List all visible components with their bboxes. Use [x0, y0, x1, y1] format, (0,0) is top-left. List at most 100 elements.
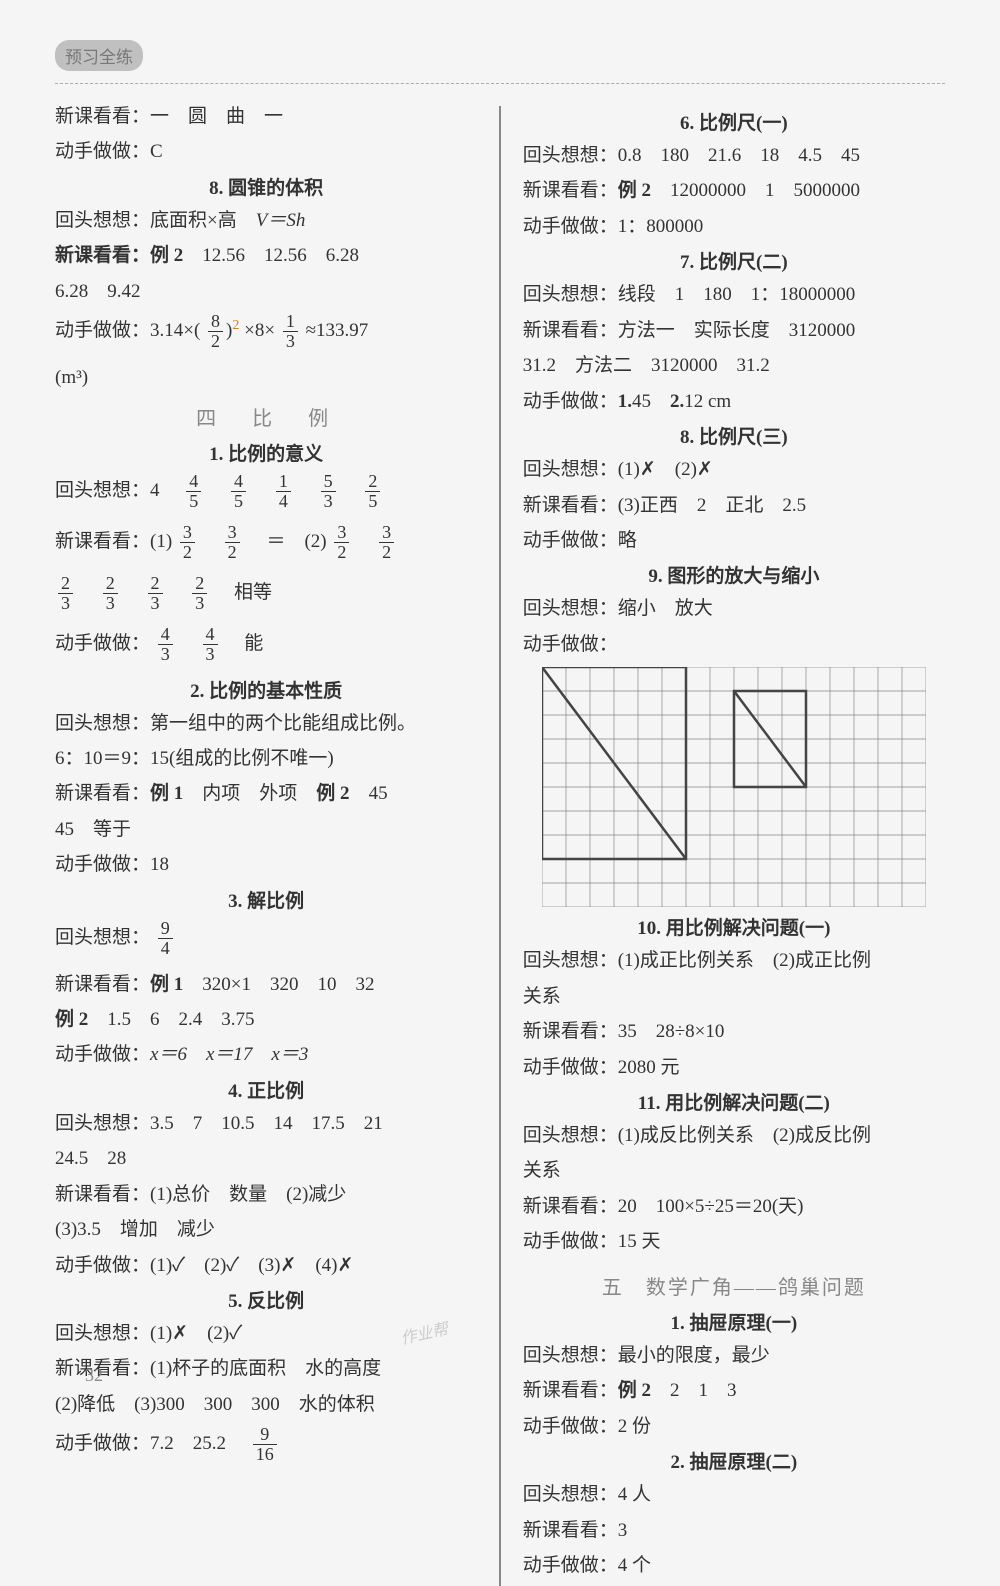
formula-line: 回头想想： 94 — [55, 919, 477, 958]
text-line: 新课看看：(1)杯子的底面积 水的高度 — [55, 1354, 477, 1383]
text-line: 动手做做： — [523, 630, 945, 659]
text: 动手做做：7.2 25.2 — [55, 1433, 245, 1454]
content-columns: 新课看看：一 圆 曲 一 动手做做：C 8. 圆锥的体积 回头想想：底面积×高 … — [55, 102, 945, 1586]
text: ×8× — [244, 320, 275, 341]
text-line: 动手做做：1：800000 — [523, 212, 945, 241]
fraction: 94 — [158, 919, 173, 958]
text-line: 动手做做：略 — [523, 526, 945, 555]
fraction: 14 — [276, 472, 291, 511]
formula-line: 动手做做：3.14×( 82)2 ×8× 13 ≈133.97 — [55, 312, 477, 351]
text-line: 新课看看：例 2 12000000 1 5000000 — [523, 176, 945, 205]
chapter-heading: 四 比 例 — [55, 402, 477, 431]
fraction: 32 — [379, 523, 394, 562]
formula-line: 新课看看：(1) 32 32 ＝ (2) 32 32 — [55, 523, 477, 562]
text-line: 回头想想：(1)成反比例关系 (2)成反比例 — [523, 1121, 945, 1150]
text-line: 6.28 9.42 — [55, 277, 477, 306]
text-line: 24.5 28 — [55, 1144, 477, 1173]
text-line: 动手做做：2 份 — [523, 1412, 945, 1441]
section-heading: 3. 解比例 — [55, 886, 477, 913]
text-line: 回头想想：线段 1 180 1：18000000 — [523, 280, 945, 309]
text: ≈133.97 — [306, 320, 369, 341]
right-column: 6. 比例尺(一) 回头想想：0.8 180 21.6 18 4.5 45 新课… — [523, 102, 945, 1586]
text-line: 新课看看：3 — [523, 1516, 945, 1545]
fraction: 43 — [158, 625, 173, 664]
fraction: 23 — [58, 574, 73, 613]
text-line: 关系 — [523, 1156, 945, 1185]
text-line: 回头想想：底面积×高 V＝Sh — [55, 206, 477, 235]
text: 回头想想：4 — [55, 480, 160, 501]
text: 回头想想：底面积×高 — [55, 210, 256, 231]
text: 回头想想： — [55, 926, 150, 947]
section-heading: 8. 比例尺(三) — [523, 422, 945, 449]
fraction: 82 — [208, 312, 223, 351]
text-line: 动手做做：x＝6 x＝17 x＝3 — [55, 1040, 477, 1069]
formula-line: 动手做做：7.2 25.2 916 — [55, 1425, 477, 1464]
text-line: 回头想想：3.5 7 10.5 14 17.5 21 — [55, 1109, 477, 1138]
section-heading: 1. 抽屉原理(一) — [523, 1308, 945, 1335]
text-line: (m³) — [55, 363, 477, 392]
text-line: 动手做做：2080 元 — [523, 1053, 945, 1082]
formula: V＝Sh — [256, 210, 306, 231]
text: 动手做做： — [55, 633, 150, 654]
text: 能 — [225, 633, 263, 654]
fraction: 43 — [203, 625, 218, 664]
fraction: 916 — [253, 1425, 277, 1464]
header-divider — [55, 83, 945, 84]
fraction: 53 — [321, 472, 336, 511]
section-heading: 6. 比例尺(一) — [523, 108, 945, 135]
text-line: 关系 — [523, 982, 945, 1011]
fraction: 23 — [148, 574, 163, 613]
text-line: 新课看看：例 1 320×1 320 10 32 — [55, 970, 477, 999]
text-line: 新课看看：35 28÷8×10 — [523, 1017, 945, 1046]
fraction: 32 — [225, 523, 240, 562]
text-line: 回头想想：0.8 180 21.6 18 4.5 45 — [523, 141, 945, 170]
text-line: 回头想想：(1)成正比例关系 (2)成正比例 — [523, 946, 945, 975]
text-line: (2)降低 (3)300 300 300 水的体积 — [55, 1390, 477, 1419]
text-line: 回头想想：最小的限度，最少 — [523, 1341, 945, 1370]
formula: x＝6 x＝17 x＝3 — [150, 1044, 308, 1065]
text-line: 回头想想：4 人 — [523, 1480, 945, 1509]
text-line: 新课看看：(1)总价 数量 (2)减少 — [55, 1180, 477, 1209]
text-line: 新课看看：例 2 12.56 12.56 6.28 — [55, 241, 477, 270]
section-heading: 11. 用比例解决问题(二) — [523, 1088, 945, 1115]
formula-line: 回头想想：4 45 45 14 53 25 — [55, 472, 477, 511]
fraction: 45 — [231, 472, 246, 511]
section-heading: 1. 比例的意义 — [55, 439, 477, 466]
section-heading: 8. 圆锥的体积 — [55, 173, 477, 200]
text-line: 动手做做：4 个 — [523, 1551, 945, 1580]
text-line: 动手做做：C — [55, 137, 477, 166]
fraction: 25 — [365, 472, 380, 511]
fraction: 32 — [180, 523, 195, 562]
fraction: 45 — [186, 472, 201, 511]
section-heading: 2. 抽屉原理(二) — [523, 1447, 945, 1474]
text-line: 例 2 1.5 6 2.4 3.75 — [55, 1005, 477, 1034]
text-line: 回头想想：第一组中的两个比能组成比例。 — [55, 709, 477, 738]
text-line: 动手做做：(1)✓ (2)✓ (3)✗ (4)✗ — [55, 1251, 477, 1280]
text-line: 6：10＝9：15(组成的比例不唯一) — [55, 744, 477, 773]
text-line: 动手做做：15 天 — [523, 1227, 945, 1256]
header-badge: 预习全练 — [55, 40, 143, 71]
text-line: 回头想想：(1)✗ (2)✗ — [523, 455, 945, 484]
text-line: 动手做做：18 — [55, 850, 477, 879]
grid-figure — [542, 667, 926, 907]
text-line: 回头想想：缩小 放大 — [523, 594, 945, 623]
chapter-heading: 五 数学广角——鸽巢问题 — [523, 1271, 945, 1300]
text-line: 45 等于 — [55, 815, 477, 844]
section-heading: 7. 比例尺(二) — [523, 247, 945, 274]
fraction: 23 — [192, 574, 207, 613]
section-heading: 10. 用比例解决问题(一) — [523, 913, 945, 940]
text-line: (3)3.5 增加 减少 — [55, 1215, 477, 1244]
text: 新课看看：(1) — [55, 531, 172, 552]
section-heading: 4. 正比例 — [55, 1076, 477, 1103]
text-line: 新课看看：例 2 2 1 3 — [523, 1376, 945, 1405]
text-line: 新课看看：20 100×5÷25＝20(天) — [523, 1192, 945, 1221]
section-heading: 2. 比例的基本性质 — [55, 676, 477, 703]
formula-line: 23 23 23 23 相等 — [55, 574, 477, 613]
fraction: 23 — [103, 574, 118, 613]
fraction: 32 — [334, 523, 349, 562]
text: 动手做做：3.14× — [55, 320, 194, 341]
page-number: 32 — [85, 1365, 103, 1386]
text: 相等 — [215, 582, 272, 603]
text-line: 新课看看：方法一 实际长度 3120000 — [523, 316, 945, 345]
left-column: 新课看看：一 圆 曲 一 动手做做：C 8. 圆锥的体积 回头想想：底面积×高 … — [55, 102, 477, 1586]
